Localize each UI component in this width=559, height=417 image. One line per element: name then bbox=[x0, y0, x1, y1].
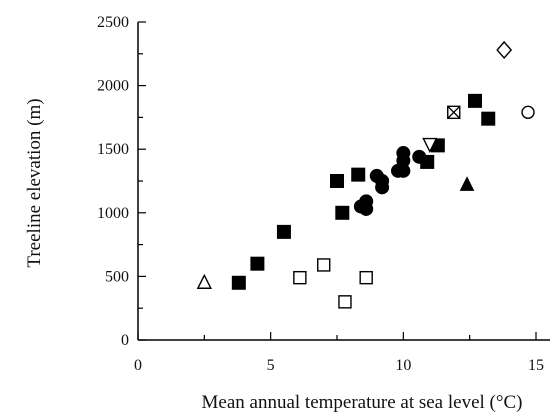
open-square-marker bbox=[293, 270, 307, 285]
open-triangle-down-marker bbox=[422, 137, 438, 154]
filled-square-marker bbox=[276, 224, 291, 239]
filled-triangle-marker bbox=[459, 176, 475, 191]
x-tick-label: 10 bbox=[395, 357, 411, 374]
x-axis-title: Mean annual temperature at sea level (°C… bbox=[202, 392, 523, 413]
open-triangle-marker bbox=[196, 273, 212, 289]
filled-circle-marker bbox=[359, 201, 374, 216]
open-square-marker bbox=[317, 258, 331, 272]
open-square-marker bbox=[359, 270, 373, 285]
open-circle-marker bbox=[521, 105, 535, 120]
open-square-marker bbox=[338, 295, 352, 309]
y-axis-title: Treeline elevation (m) bbox=[24, 98, 45, 267]
filled-square-marker bbox=[250, 256, 265, 271]
filled-square-marker bbox=[351, 167, 366, 182]
filled-circle-marker bbox=[412, 149, 427, 164]
y-tick-label: 1000 bbox=[97, 205, 129, 222]
filled-square-marker bbox=[335, 205, 350, 220]
x-tick-label: 5 bbox=[267, 357, 275, 374]
x-ticks: 0 5 10 15 bbox=[134, 332, 544, 374]
y-tick-label: 2500 bbox=[97, 14, 129, 31]
y-tick-label: 1500 bbox=[97, 141, 129, 158]
crossed-square-marker bbox=[447, 105, 461, 120]
x-tick-label: 15 bbox=[528, 357, 544, 374]
filled-circle-marker bbox=[396, 163, 411, 178]
filled-square-marker bbox=[481, 111, 496, 126]
y-tick-label: 2000 bbox=[97, 78, 129, 95]
y-tick-label: 500 bbox=[105, 268, 129, 285]
filled-square-marker bbox=[467, 93, 482, 108]
filled-square-marker bbox=[231, 275, 246, 290]
filled-circle-marker bbox=[375, 180, 390, 195]
x-tick-label: 0 bbox=[134, 357, 142, 374]
y-ticks: 0 500 1000 1500 2000 2500 bbox=[97, 14, 146, 349]
y-tick-label: 0 bbox=[121, 332, 129, 349]
open-diamond-marker bbox=[496, 40, 513, 60]
filled-square-marker bbox=[330, 174, 344, 188]
data-markers bbox=[196, 40, 535, 309]
